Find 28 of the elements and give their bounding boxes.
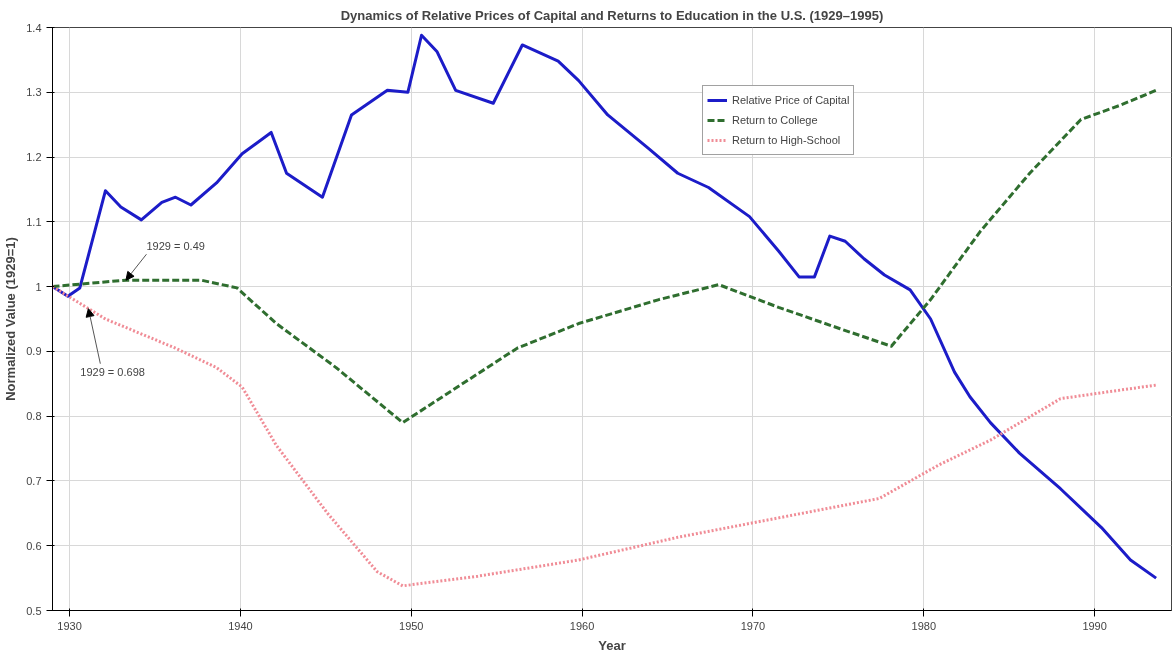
x-tick-label: 1990 (1082, 619, 1107, 632)
x-tick-label: 1930 (57, 619, 82, 632)
legend-label: Return to College (732, 114, 818, 126)
line-series (52, 285, 1158, 588)
line-series (52, 33, 1158, 580)
x-tick-label: 1980 (911, 619, 937, 632)
chart-title: Dynamics of Relative Prices of Capital and Returns to Education in the U.S. (1929–1995) (340, 7, 884, 23)
x-axis-title: Year (598, 637, 626, 653)
x-tick-label: 1950 (399, 619, 424, 632)
annotation: 1929 = 0.698 (80, 365, 145, 378)
y-tick-label: 1 (35, 280, 42, 293)
legend-label: Return to High-School (732, 134, 841, 146)
y-tick-label: 1.1 (26, 215, 42, 228)
annotation: 1929 = 0.49 (146, 240, 205, 253)
legend-label: Relative Price of Capital (732, 94, 850, 106)
x-tick-label: 1960 (569, 619, 595, 632)
y-tick-label: 1.2 (26, 151, 42, 164)
y-tick-label: 0.9 (26, 345, 42, 358)
y-axis-title: Normalized Value (1929=1) (3, 237, 19, 401)
y-tick-label: 0.8 (26, 410, 42, 423)
y-tick-label: 1.4 (26, 21, 42, 34)
x-tick-label: 1970 (740, 619, 766, 632)
x-tick-label: 1940 (228, 619, 253, 632)
line-series (52, 88, 1158, 425)
y-tick-label: 1.3 (26, 86, 42, 99)
y-tick-label: 0.7 (26, 474, 42, 487)
y-tick-label: 0.5 (26, 604, 42, 617)
y-tick-label: 0.6 (26, 539, 42, 552)
